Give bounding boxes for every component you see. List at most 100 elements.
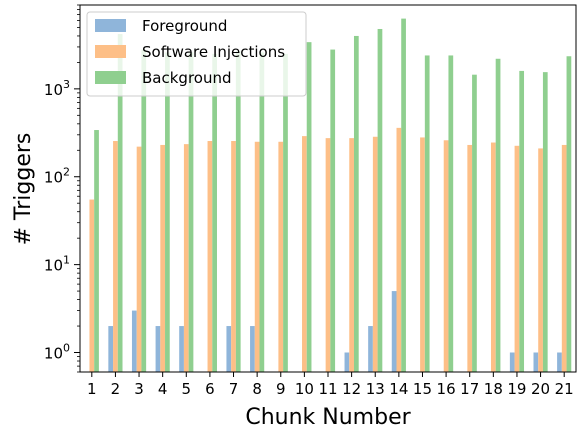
y-tick-label: 101 bbox=[44, 254, 70, 275]
bar-software-injections-16 bbox=[443, 140, 449, 372]
bar-background-21 bbox=[566, 56, 572, 372]
y-tick-base: 10 bbox=[44, 257, 63, 275]
x-axis: 1 2 3 4 5 6 7 8 9 10 11 12 13 14 15 16 17 18 19 20 21 bbox=[87, 372, 574, 398]
y-tick-base: 10 bbox=[44, 345, 63, 363]
bar-foreground-4 bbox=[155, 326, 161, 372]
bar-background-10 bbox=[306, 42, 312, 373]
y-tick-label: 102 bbox=[44, 166, 70, 187]
bar-foreground-12 bbox=[344, 352, 350, 372]
bar-software-injections-17 bbox=[467, 144, 473, 372]
bar-background-11 bbox=[330, 49, 336, 373]
bar-background-5 bbox=[188, 52, 194, 372]
legend-label-foreground: Foreground bbox=[142, 17, 227, 35]
x-tick-label: 6 bbox=[205, 380, 215, 398]
y-tick-base: 10 bbox=[44, 169, 63, 187]
legend-swatch-software-injections bbox=[95, 45, 126, 58]
legend-swatch-foreground bbox=[95, 19, 126, 32]
bar-background-15 bbox=[424, 55, 430, 372]
bar-software-injections-15 bbox=[420, 137, 425, 372]
legend-swatch-background bbox=[95, 71, 126, 84]
bar-background-14 bbox=[401, 18, 406, 373]
x-tick-label: 15 bbox=[413, 380, 432, 398]
x-tick-label: 19 bbox=[507, 380, 526, 398]
y-tick-exponent: 1 bbox=[63, 254, 70, 267]
bar-foreground-13 bbox=[368, 326, 373, 372]
bar-foreground-19 bbox=[509, 352, 515, 372]
bar-background-12 bbox=[353, 35, 359, 372]
bar-background-8 bbox=[259, 52, 265, 372]
bar-software-injections-2 bbox=[113, 141, 118, 372]
bar-background-6 bbox=[212, 53, 217, 372]
bar-background-19 bbox=[519, 70, 525, 373]
x-axis-title: Chunk Number bbox=[245, 405, 411, 426]
bar-foreground-5 bbox=[179, 326, 184, 372]
bar-foreground-2 bbox=[108, 326, 114, 372]
x-tick-label: 2 bbox=[111, 380, 121, 398]
bar-background-20 bbox=[542, 72, 548, 372]
bar-software-injections-10 bbox=[302, 136, 307, 372]
bar-background-17 bbox=[472, 74, 477, 373]
bar-foreground-8 bbox=[250, 326, 255, 372]
bar-software-injections-21 bbox=[561, 144, 567, 372]
bar-background-4 bbox=[165, 52, 170, 372]
bar-background-3 bbox=[141, 49, 147, 373]
x-tick-label: 1 bbox=[87, 380, 97, 398]
x-tick-label: 3 bbox=[134, 380, 144, 398]
legend-label-software-injections: Software Injections bbox=[142, 43, 285, 61]
bar-software-injections-8 bbox=[254, 141, 260, 372]
y-tick-label: 103 bbox=[44, 78, 70, 99]
bars-layer bbox=[89, 18, 572, 373]
bar-software-injections-18 bbox=[490, 142, 496, 372]
bar-software-injections-7 bbox=[231, 141, 236, 372]
bar-software-injections-13 bbox=[372, 136, 378, 372]
y-tick-label: 100 bbox=[44, 342, 70, 363]
y-tick-exponent: 2 bbox=[63, 166, 70, 179]
bar-background-1 bbox=[94, 130, 99, 372]
bar-software-injections-4 bbox=[160, 144, 166, 372]
x-tick-label: 21 bbox=[555, 380, 574, 398]
y-tick-exponent: 3 bbox=[63, 78, 70, 91]
bar-background-2 bbox=[117, 34, 123, 373]
bar-software-injections-12 bbox=[349, 138, 354, 372]
bar-software-injections-1 bbox=[89, 199, 95, 372]
x-tick-label: 9 bbox=[276, 380, 286, 398]
x-tick-label: 18 bbox=[484, 380, 503, 398]
legend-box bbox=[86, 11, 307, 97]
bar-foreground-20 bbox=[533, 352, 539, 372]
bar-foreground-3 bbox=[131, 310, 137, 372]
bar-background-13 bbox=[377, 28, 383, 373]
legend-label-background: Background bbox=[142, 69, 232, 87]
x-tick-label: 4 bbox=[158, 380, 168, 398]
bar-background-7 bbox=[235, 50, 241, 372]
x-tick-label: 11 bbox=[318, 380, 337, 398]
bar-background-18 bbox=[495, 58, 501, 373]
x-tick-label: 14 bbox=[389, 380, 408, 398]
bar-software-injections-5 bbox=[183, 144, 189, 372]
bar-software-injections-9 bbox=[278, 141, 284, 372]
y-tick-exponent: 0 bbox=[63, 342, 70, 355]
x-tick-label: 8 bbox=[252, 380, 262, 398]
x-tick-label: 7 bbox=[229, 380, 239, 398]
bar-foreground-21 bbox=[557, 352, 562, 372]
bar-software-injections-20 bbox=[538, 148, 543, 372]
bar-background-9 bbox=[283, 53, 288, 372]
y-tick-base: 10 bbox=[44, 81, 63, 99]
bar-background-16 bbox=[448, 55, 454, 372]
bar-foreground-7 bbox=[226, 326, 232, 372]
bar-software-injections-19 bbox=[514, 145, 520, 372]
bar-software-injections-11 bbox=[325, 138, 331, 372]
bar-foreground-14 bbox=[391, 291, 397, 372]
x-tick-label: 16 bbox=[437, 380, 456, 398]
legend: Foreground Software Injections Backgroun… bbox=[86, 11, 307, 97]
x-tick-label: 5 bbox=[182, 380, 192, 398]
x-tick-label: 12 bbox=[342, 380, 361, 398]
bar-software-injections-3 bbox=[136, 146, 142, 372]
bar-software-injections-6 bbox=[207, 141, 213, 372]
x-tick-label: 20 bbox=[531, 380, 550, 398]
x-tick-label: 17 bbox=[460, 380, 479, 398]
bar-software-injections-14 bbox=[396, 127, 402, 372]
x-tick-label: 10 bbox=[295, 380, 314, 398]
y-axis-title: # Triggers bbox=[11, 133, 36, 246]
